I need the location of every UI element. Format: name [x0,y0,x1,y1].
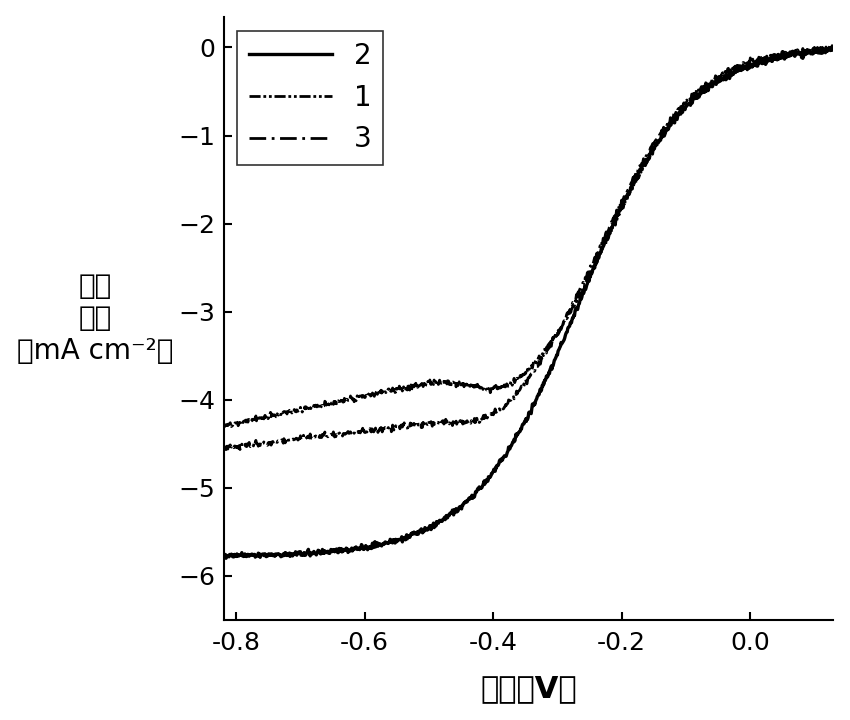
3 [694,84,705,92]
2 [706,81,716,89]
1 [694,86,705,95]
3 [466,419,476,428]
2 [824,44,834,53]
2 [218,551,229,559]
1 [488,384,498,392]
3 [281,435,292,444]
2 [694,91,705,99]
1 [281,408,292,416]
Line: 1: 1 [224,45,833,427]
2 [281,549,292,557]
3 [488,409,498,418]
2 [466,494,476,503]
1 [466,380,476,389]
Line: 2: 2 [224,48,833,558]
3 [638,158,648,166]
1 [828,41,838,50]
3 [218,444,229,453]
3 [828,45,838,53]
3 [221,446,231,454]
Line: 3: 3 [224,45,833,450]
2 [828,45,838,53]
1 [219,423,230,431]
Legend: 2, 1, 3: 2, 1, 3 [237,30,383,165]
3 [706,76,716,85]
1 [706,79,716,88]
X-axis label: 电压（V）: 电压（V） [480,675,577,703]
1 [218,422,229,431]
2 [221,554,231,562]
3 [827,41,837,50]
1 [638,163,648,172]
2 [488,468,498,477]
Y-axis label: 电流
密度
（mA cm⁻²）: 电流 密度 （mA cm⁻²） [17,272,173,364]
2 [638,160,648,168]
